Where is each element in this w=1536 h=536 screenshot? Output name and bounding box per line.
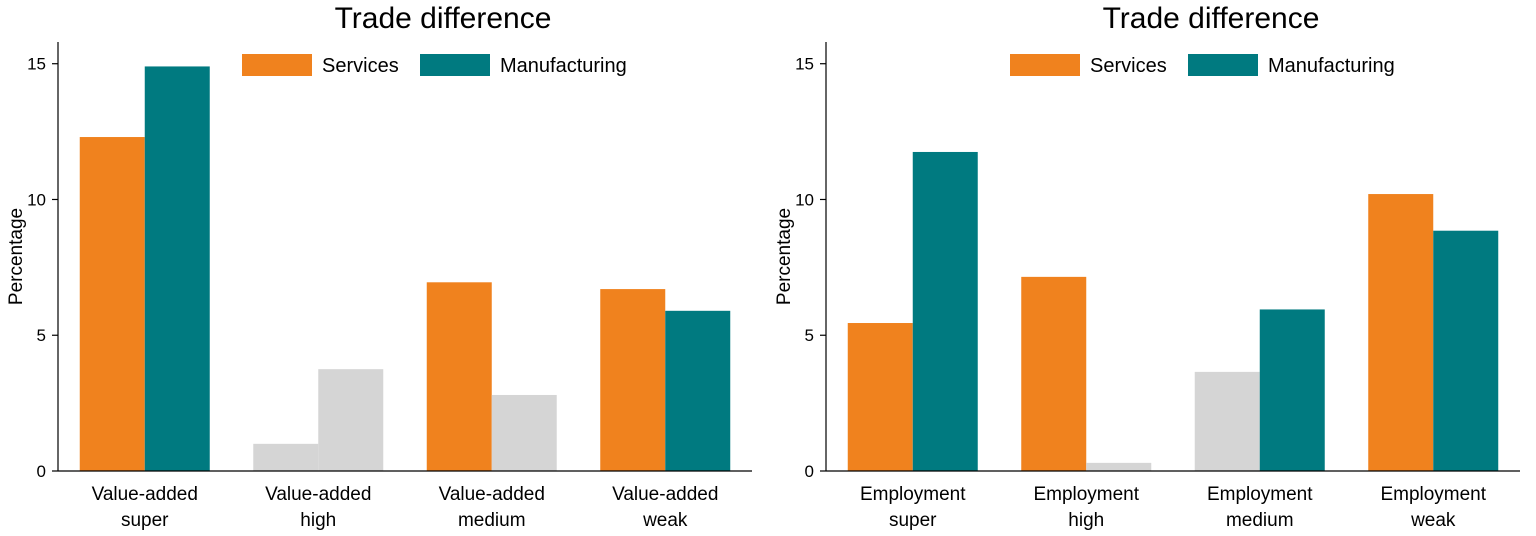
bar-services-weak	[1368, 194, 1434, 471]
bar-services-high	[1021, 276, 1087, 471]
bar-manufacturing-weak	[1433, 230, 1499, 471]
x-tick-label-line2: super	[121, 510, 169, 531]
x-tick-label-line1: Employment	[1207, 484, 1313, 505]
legend-label-manufacturing: Manufacturing	[1268, 55, 1395, 77]
legend-label-manufacturing: Manufacturing	[500, 55, 627, 77]
bar-manufacturing-high	[1086, 462, 1152, 471]
x-tick-label-line1: Employment	[1033, 484, 1139, 505]
legend-swatch-manufacturing	[420, 54, 490, 76]
bar-services-super	[847, 323, 913, 471]
y-tick-label: 5	[805, 326, 814, 345]
y-tick-label: 0	[805, 462, 814, 481]
chart-panel-value-added: Trade difference Percentage Value-added sup…	[6, 2, 752, 531]
chart-panel-employment: Trade difference Percentage Employment supe…	[768, 0, 1536, 536]
y-tick-label: 10	[795, 190, 814, 209]
legend-label-services: Services	[322, 55, 399, 77]
x-tick-label-line1: Employment	[1380, 484, 1486, 505]
bar-services-medium	[1194, 371, 1260, 471]
bar-manufacturing-medium	[1259, 309, 1325, 471]
legend-swatch-manufacturing	[1188, 54, 1258, 76]
y-tick-label: 5	[37, 326, 46, 345]
x-tick-label-line1: Value-added	[92, 484, 198, 505]
x-tick-label-line2: super	[889, 510, 937, 531]
x-tick-label-line1: Value-added	[439, 484, 545, 505]
x-tick-label-line2: medium	[1226, 510, 1294, 531]
legend-label-services: Services	[1090, 55, 1167, 77]
x-tick-label-line2: medium	[458, 510, 526, 531]
bar-manufacturing-medium	[491, 394, 557, 471]
y-tick-label: 10	[27, 190, 46, 209]
x-tick-label-line1: Value-added	[265, 484, 371, 505]
chart-title: Trade difference	[1103, 2, 1320, 35]
legend-swatch-services	[242, 54, 312, 76]
bar-manufacturing-super	[912, 151, 978, 471]
x-tick-label-line1: Employment	[860, 484, 966, 505]
x-tick-label-line2: weak	[1410, 510, 1456, 531]
bar-services-super	[79, 137, 145, 471]
chart-value-added: Trade difference Percentage Value-added sup…	[6, 2, 752, 531]
x-tick-label-line1: Value-added	[612, 484, 718, 505]
y-tick-label: 0	[37, 462, 46, 481]
bar-services-high	[253, 443, 319, 471]
bar-services-weak	[600, 289, 666, 471]
legend-swatch-services	[1010, 54, 1080, 76]
x-tick-label-line2: weak	[642, 510, 688, 531]
bar-manufacturing-weak	[665, 310, 731, 471]
y-axis-label: Percentage	[774, 208, 795, 305]
y-tick-label: 15	[795, 55, 814, 74]
y-tick-label: 15	[27, 55, 46, 74]
y-axis-label: Percentage	[6, 208, 27, 305]
bar-manufacturing-high	[318, 369, 384, 471]
bar-manufacturing-super	[144, 66, 210, 471]
x-tick-label-line2: high	[300, 510, 336, 531]
x-tick-label-line2: high	[1068, 510, 1104, 531]
chart-employment: Trade difference Percentage Employment supe…	[774, 2, 1520, 531]
bar-services-medium	[426, 282, 492, 471]
chart-title: Trade difference	[335, 2, 552, 35]
